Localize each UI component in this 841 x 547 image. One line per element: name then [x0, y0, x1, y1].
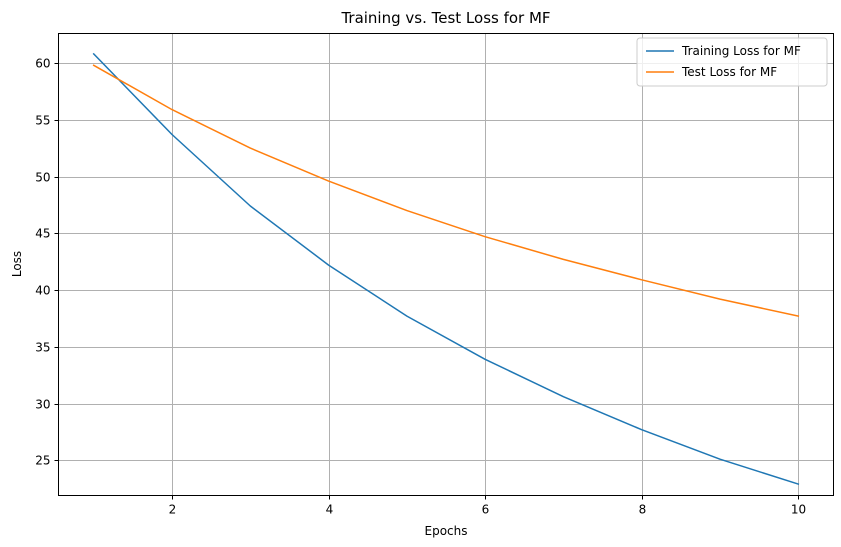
test-loss-line	[92, 64, 800, 317]
legend-label-test: Test Loss for MF	[681, 65, 777, 79]
y-tick-label: 55	[35, 114, 50, 128]
training-loss-line	[92, 52, 800, 486]
y-tick-label: 30	[35, 398, 50, 412]
x-axis-label: Epochs	[425, 524, 468, 538]
y-tick-label: 50	[35, 171, 50, 185]
legend: Training Loss for MF Test Loss for MF	[636, 37, 828, 87]
legend-box	[636, 37, 828, 87]
x-tick-label: 4	[326, 503, 334, 517]
y-tick-label: 60	[35, 57, 50, 71]
y-tick-label: 40	[35, 284, 50, 298]
y-axis-label: Loss	[10, 251, 24, 277]
chart-title: Training vs. Test Loss for MF	[340, 9, 550, 27]
x-tick-label: 10	[791, 503, 806, 517]
tick-layer: 2 4 6 8 10 25 30 35 40 45 50 55 60	[35, 57, 806, 517]
grid-layer	[58, 33, 834, 496]
series-layer	[92, 52, 800, 486]
plot-frame	[58, 33, 834, 496]
x-tick-label: 6	[482, 503, 490, 517]
y-tick-label: 35	[35, 341, 50, 355]
y-tick-label: 45	[35, 227, 50, 241]
x-tick-label: 2	[169, 503, 177, 517]
x-tick-label: 8	[639, 503, 647, 517]
y-tick-label: 25	[35, 454, 50, 468]
legend-label-training: Training Loss for MF	[681, 44, 801, 58]
